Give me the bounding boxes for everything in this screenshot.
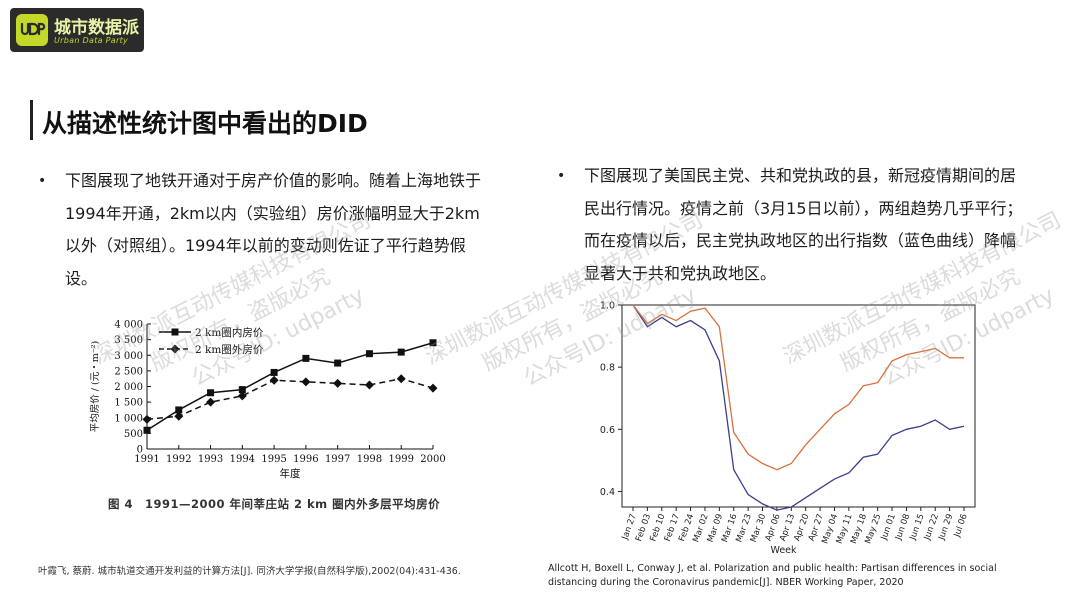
title-accent-bar [30,100,33,140]
data-point-diamond [396,374,406,384]
y-axis-label: 平均房价 / (元・m⁻²) [89,341,101,432]
page-title: 从描述性统计图中看出的DID [42,109,368,138]
brand-logo: 城市数据派 Urban Data Party [10,8,144,52]
x-tick-label: 1997 [325,454,350,465]
x-tick-label: 1995 [261,454,286,465]
x-tick-label: 1996 [293,454,318,465]
left-bullet: • [38,173,47,189]
data-point-square [175,406,183,414]
series-line [146,342,434,431]
plot-frame [621,304,976,508]
x-tick-label: 1994 [230,454,255,465]
right-reference: Allcott H, Boxell L, Conway J, et al. Po… [548,563,997,588]
y-tick-label: 0.6 [600,425,615,436]
house-price-chart: 0 500 1 000 1 500 2 000 2 500 3 000 3 500 4 000 1… [89,320,446,481]
legend-marker [171,328,179,336]
series-line [632,304,964,471]
y-tick-label: 500 [124,429,143,440]
data-point-square [365,350,373,358]
legend-marker [170,344,180,354]
data-point-square [429,339,437,347]
y-tick-label: 2 500 [114,366,143,377]
x-tick-label: 1998 [357,454,382,465]
series-line [632,304,965,511]
data-point-diamond [269,375,279,385]
data-point-diamond [428,383,438,393]
data-point-diamond [301,377,311,387]
data-point-square [207,389,215,397]
logo-title: 城市数据派 [54,18,139,38]
data-point-diamond [364,380,374,390]
left-reference: 叶霞飞, 蔡蔚. 城市轨道交通开发利益的计算方法[J]. 同济大学学报(自然科学… [38,566,461,577]
y-tick-label: 3 500 [114,335,143,346]
data-point-diamond [142,414,152,424]
udp-badge-icon [16,14,48,46]
y-tick-label: 1.0 [600,301,615,312]
y-tick-label: 4 000 [114,320,143,331]
x-tick-label: 1993 [198,454,223,465]
data-point-diamond [174,411,184,421]
left-description: 下图展现了地铁开通对于房产价值的影响。随着上海地铁于1994年开通，2km以内（… [65,171,482,288]
logo-subtitle: Urban Data Party [54,36,129,45]
legend-label: 2 km圈内房价 [195,326,264,339]
x-axis-label: Week [770,545,797,556]
x-tick-label: 1992 [166,454,191,465]
data-point-square [397,348,405,356]
data-point-diamond [333,378,343,388]
data-point-diamond [206,397,216,407]
x-tick-label: 1991 [134,454,159,465]
y-tick-label: 0 [137,445,143,456]
x-tick-label: 1999 [388,454,413,465]
series-line [146,377,434,421]
y-tick-label: 3 000 [114,351,143,362]
house-price-chart-caption: 图 4 1991—2000 年间莘庄站 2 km 圈内外多层平均房价 [108,497,441,511]
data-point-square [270,368,278,376]
data-point-diamond [237,391,247,401]
x-tick-label: 2000 [420,454,445,465]
right-description: 下图展现了美国民主党、共和党执政的县，新冠疫情期间的居民出行情况。疫情之前（3月… [584,166,1023,283]
y-tick-label: 1 500 [114,398,143,409]
y-tick-label: 0.4 [600,487,615,498]
data-point-square [302,354,310,362]
data-point-square [238,386,246,394]
y-tick-label: 2 000 [114,382,143,393]
legend-label: 2 km圈外房价 [195,343,264,356]
y-tick-label: 1 000 [114,413,143,424]
y-tick-label: 0.8 [600,363,615,374]
data-point-square [143,426,151,434]
right-bullet: • [557,168,566,184]
data-point-square [334,359,342,367]
x-axis-label: 年度 [280,467,301,480]
